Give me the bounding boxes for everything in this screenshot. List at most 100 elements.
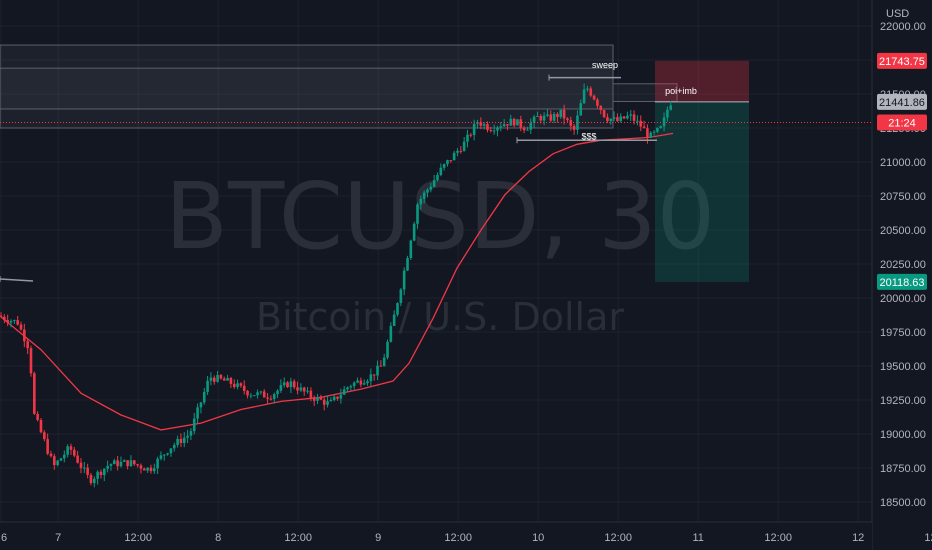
candle-body [459,150,463,152]
candle [259,390,263,395]
candle [599,105,603,115]
candle-body [272,394,276,399]
grid-lines [0,0,872,522]
candle-body [309,390,313,398]
candle [442,163,446,171]
candle [452,150,456,161]
candle [296,381,299,395]
candle-body [412,223,416,241]
candle [532,114,536,129]
take-profit-area [655,101,749,282]
candle [526,126,529,131]
candle-body [452,152,456,161]
candle [92,476,96,488]
candle [152,463,156,474]
candle [392,310,396,327]
candle [619,113,623,123]
candle-body [436,174,439,181]
candle [469,132,473,138]
candle-body [266,397,269,399]
x-tick-label: 12:00 [924,532,932,544]
candle-body [559,109,563,117]
candle [436,172,439,182]
candle [73,447,76,458]
candle [426,188,429,198]
x-tick-label: 10 [532,532,544,544]
watermark-symbol: BTCUSD, 30 [165,163,715,270]
candle [262,389,266,398]
candle [202,387,206,405]
candle [652,129,656,137]
candle [206,375,209,395]
candle [379,360,383,367]
candle [119,456,123,468]
candle-body [522,127,526,131]
candle-body [669,105,673,110]
candle-body [422,192,426,199]
candle [89,472,93,486]
candle [399,287,403,307]
short-position-tool[interactable] [655,60,749,282]
candle-body [369,374,373,382]
candle-body [362,383,366,385]
candle-body [469,134,473,136]
candle [612,111,616,122]
candle [516,119,519,126]
candle-body [626,115,629,119]
candle-body [286,382,289,388]
candle [189,428,193,441]
candle [656,127,659,133]
candle [176,435,179,448]
candle-body [116,460,119,467]
y-tick-label: 18500.00 [880,497,926,509]
candle [116,456,119,471]
candle [292,379,296,390]
candle [302,386,306,396]
candle-body [449,160,453,162]
candle [322,397,326,411]
candle [219,373,223,380]
candle [6,314,9,327]
candle-body [659,126,663,128]
candle-body [396,303,399,315]
candle-body [579,103,583,116]
candle-body [379,365,383,367]
candle [512,117,516,128]
price-axis[interactable]: 18500.00 18750.00 19000.00 19250.00 19500.00… [871,0,932,550]
candle-body [172,444,176,449]
candle-body [192,418,196,432]
candle [632,110,636,125]
candle-body [206,380,209,392]
candle-body [486,124,489,131]
candle-body [209,377,213,381]
candle [209,372,213,386]
candle [456,148,459,157]
candle-body [6,320,9,323]
time-axis[interactable]: 6 7 12:00 8 12:00 9 12:00 10 12:00 11 12:00 12 12:00 [0,521,932,550]
candle-body [296,387,299,391]
candle-body [126,460,129,467]
candle-body [262,391,266,398]
y-tick-label: 22000.00 [880,21,926,33]
candle-body [186,435,189,438]
x-tick-label: 12:00 [124,532,152,544]
candle-body [159,455,163,459]
candle-body [406,257,409,271]
candle-body [462,141,466,152]
candle [312,395,316,406]
candle [13,319,16,324]
candle-body [152,468,156,472]
candle [96,470,99,485]
candle [579,99,583,116]
candle [626,111,629,120]
candle-body [596,99,599,106]
candle-body [389,325,393,342]
candle [449,160,453,163]
candle [86,463,89,479]
candle-body [339,394,343,399]
candle [519,115,523,132]
candle [549,110,553,123]
candle [382,353,386,367]
candle-body [619,116,623,122]
